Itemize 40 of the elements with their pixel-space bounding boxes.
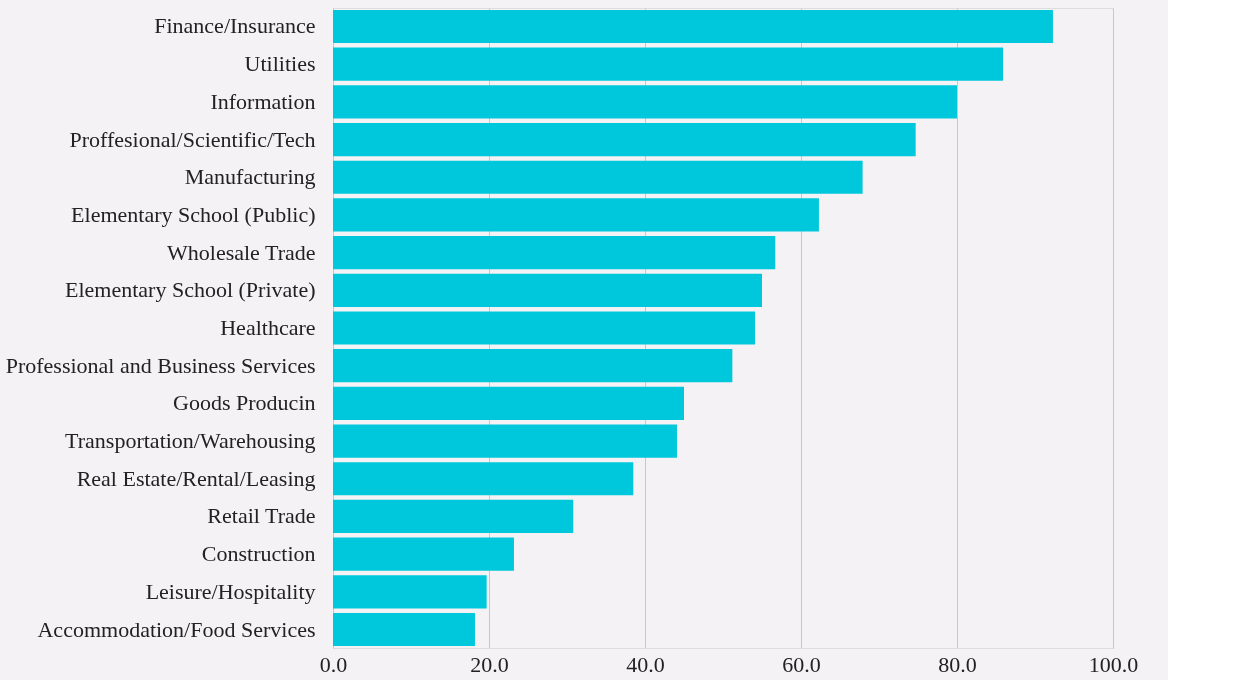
- bar: [333, 198, 819, 232]
- y-tick-label: Goods Producin: [173, 390, 316, 416]
- y-tick-label: Elementary School (Private): [65, 277, 316, 303]
- y-tick-label: Accommodation/Food Services: [37, 616, 316, 642]
- bar: [333, 499, 574, 534]
- bar: [333, 386, 684, 420]
- y-tick-label: Information: [210, 88, 316, 114]
- bar: [333, 47, 1004, 81]
- y-tick-label: Finance/Insurance: [154, 13, 316, 39]
- y-tick-label: Healthcare: [220, 315, 316, 340]
- bar: [333, 575, 487, 609]
- y-tick-label: Utilities: [244, 51, 316, 77]
- x-tick-label: 0.0: [319, 651, 348, 677]
- x-tick-label: 100.0: [1088, 651, 1139, 677]
- x-tick-label: 20.0: [470, 651, 509, 677]
- y-tick-label: Manufacturing: [184, 164, 316, 190]
- y-tick-label: Retail Trade: [207, 503, 316, 529]
- bar: [333, 122, 916, 157]
- bar: [333, 311, 755, 345]
- bar: [333, 349, 733, 383]
- y-tick-label: Transportation/Warehousing: [65, 428, 316, 454]
- bar: [333, 462, 634, 496]
- y-tick-label: Elementary School (Public): [71, 201, 316, 227]
- bar: [333, 612, 475, 647]
- y-tick-label: Proffesional/Scientific/Tech: [69, 126, 316, 152]
- bar: [333, 160, 863, 194]
- y-tick-label: Leisure/Hospitality: [145, 578, 316, 604]
- bar: [333, 424, 677, 458]
- x-tick-label: 60.0: [782, 651, 821, 677]
- bar: [333, 537, 514, 571]
- y-tick-label: Real Estate/Rental/Leasing: [76, 465, 316, 491]
- x-tick-label: 40.0: [626, 651, 665, 677]
- y-tick-label: Professional and Business Services: [5, 352, 316, 378]
- y-tick-label: Construction: [201, 541, 316, 567]
- y-tick-label: Wholesale Trade: [167, 239, 316, 265]
- x-tick-label: 80.0: [938, 651, 977, 677]
- bar: [333, 85, 957, 119]
- bar: [333, 236, 776, 270]
- bar: [333, 273, 762, 307]
- bar: [333, 9, 1053, 44]
